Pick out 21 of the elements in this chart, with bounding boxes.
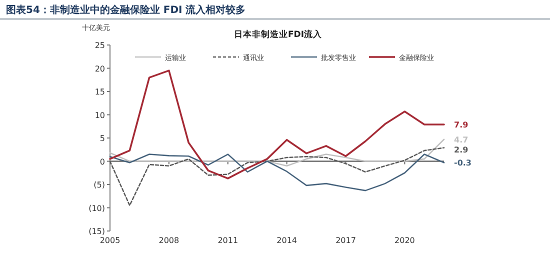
x-tick-label: 2014 xyxy=(276,236,298,245)
x-tick-label: 2005 xyxy=(100,236,120,245)
data-label: -0.3 xyxy=(454,158,472,168)
x-tick-label: 2008 xyxy=(158,236,180,245)
chart-subtitle: 日本非制造业FDI流入 xyxy=(234,29,324,40)
y-tick-label: (10) xyxy=(88,204,105,213)
y-tick-label: 5 xyxy=(100,134,105,143)
y-tick-label: (5) xyxy=(94,180,105,190)
y-tick-label: 15 xyxy=(94,88,105,96)
x-tick-label: 2017 xyxy=(336,236,356,245)
y-tick-label: (15) xyxy=(88,227,105,236)
x-tick-label: 2020 xyxy=(394,236,415,245)
x-tick-label: 2011 xyxy=(218,236,238,245)
chart-title: 图表54：非制造业中的金融保险业 FDI 流入相对较多 xyxy=(6,4,246,16)
y-tick-label: 0 xyxy=(100,157,105,166)
y-tick-label: 10 xyxy=(94,110,105,120)
y-tick-label: 20 xyxy=(94,64,105,74)
data-label: 2.9 xyxy=(454,145,469,154)
data-label: 7.9 xyxy=(454,120,469,130)
data-label: 4.7 xyxy=(454,135,468,144)
y-tick-label: 25 xyxy=(94,41,105,50)
